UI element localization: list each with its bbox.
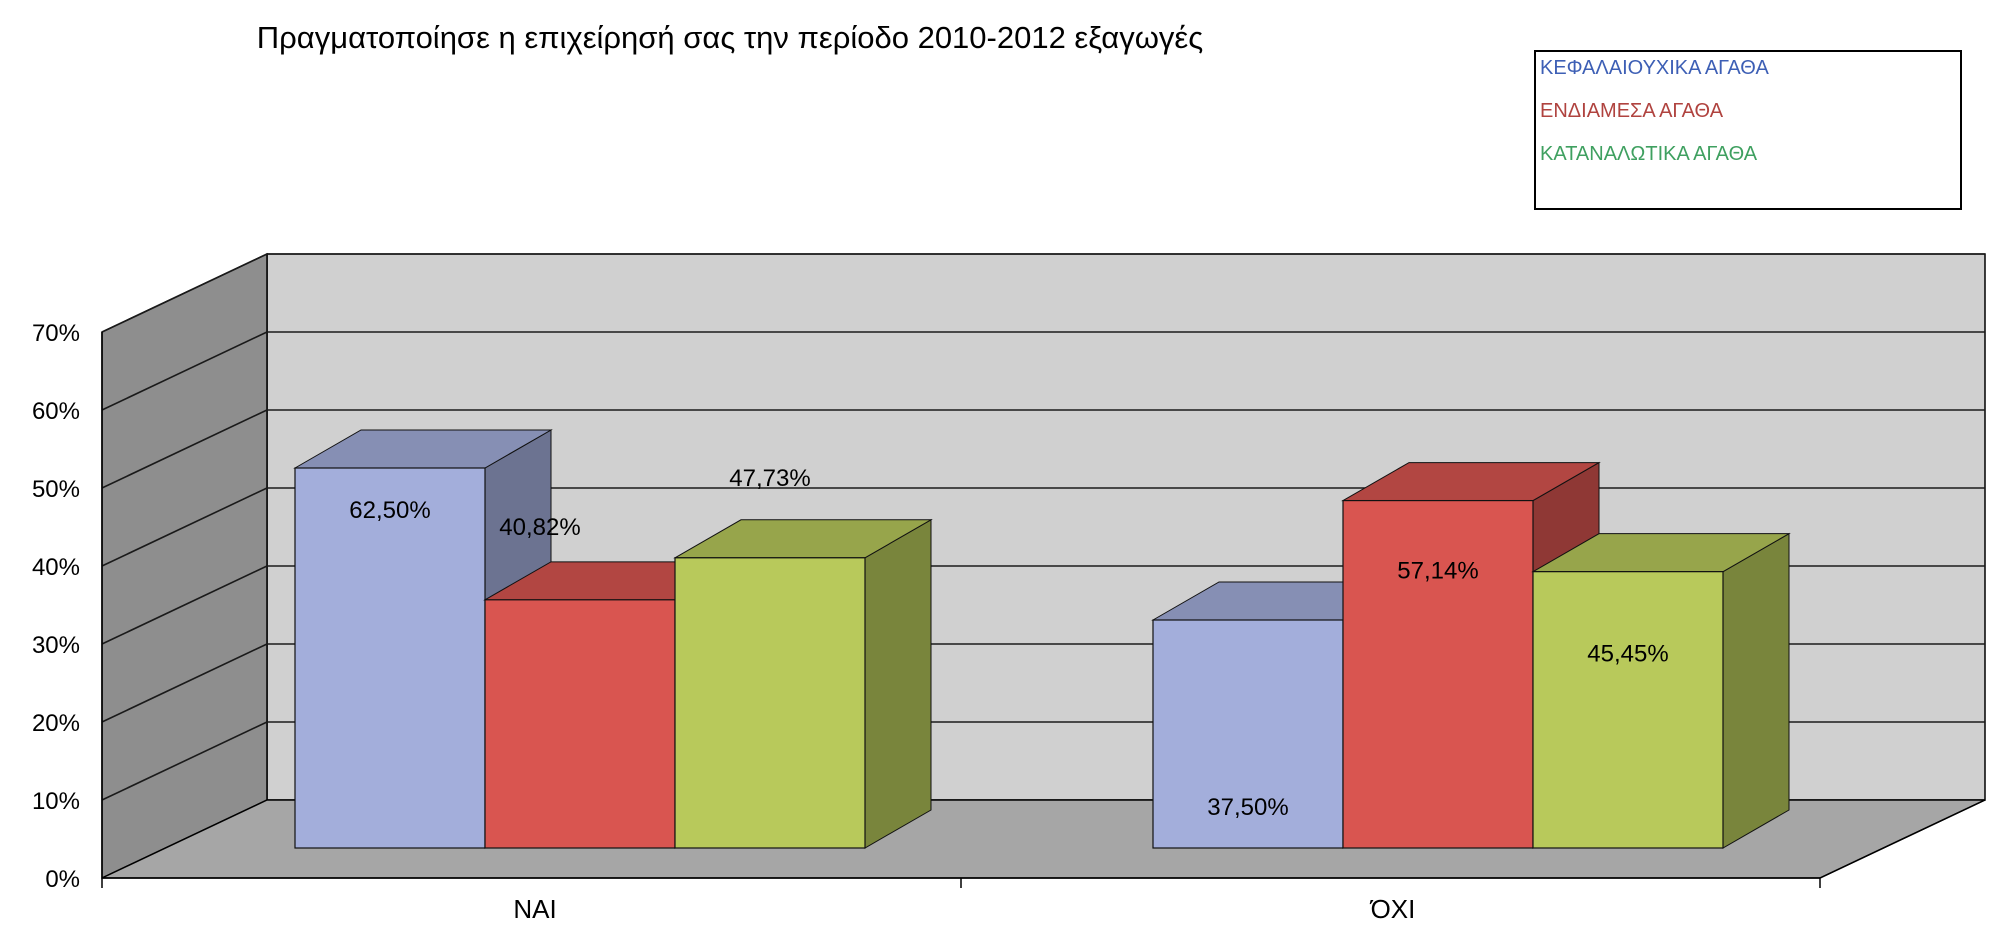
y-tick-label: 60% <box>32 398 80 425</box>
legend-item-label: ΕΝΔΙΑΜΕΣΑ ΑΓΑΘΑ <box>1540 100 1724 122</box>
bar <box>1531 532 1791 849</box>
x-axis-depth-line <box>1819 799 1986 879</box>
data-label: 37,50% <box>1207 794 1288 821</box>
data-label: 47,73% <box>729 465 810 492</box>
grid-line-side <box>101 331 268 411</box>
side-wall <box>101 252 268 880</box>
bar-side <box>864 518 932 849</box>
bar-front <box>1152 619 1344 849</box>
grid-line-side <box>101 565 268 645</box>
y-tick-label: 40% <box>32 554 80 581</box>
legend-item-label: ΚΑΤΑΝΑΛΩΤΙΚΑ ΑΓΑΘΑ <box>1540 143 1758 165</box>
bar-front <box>1532 571 1724 849</box>
data-labels: 62,50% 40,82% 47,73% 37,50% 57,14% 45,45% <box>349 465 1668 821</box>
grid-line-side <box>101 253 268 333</box>
grid-line-side <box>101 721 268 801</box>
grid-line-side <box>101 643 268 723</box>
grid-line-side <box>101 487 268 567</box>
legend-item-label: ΚΕΦΑΛΑΙΟΥΧΙΚΑ ΑΓΑΘΑ <box>1540 57 1769 79</box>
bar-front <box>294 467 486 849</box>
y-tick-label: 50% <box>32 476 80 503</box>
bars <box>293 429 1791 849</box>
y-tick-label: 70% <box>32 320 80 347</box>
x-axis: ΝΑΙ ΌΧΙ <box>101 799 1986 924</box>
legend-box <box>1534 50 1962 210</box>
bar-front <box>674 557 866 849</box>
x-category-label: ΌΧΙ <box>1370 894 1416 924</box>
y-tick-label: 10% <box>32 788 80 815</box>
bar-front <box>484 599 676 849</box>
bar-side <box>1722 532 1790 849</box>
bar <box>673 518 933 849</box>
bar-front <box>1342 499 1534 849</box>
data-label: 45,45% <box>1587 641 1668 668</box>
legend: ΚΕΦΑΛΑΙΟΥΧΙΚΑ ΑΓΑΘΑ ΕΝΔΙΑΜΕΣΑ ΑΓΑΘΑ ΚΑΤΑΝΑ… <box>1534 50 1962 210</box>
y-tick-label: 20% <box>32 710 80 737</box>
chart-title: Πραγματοποίησε η επιχείρησή σας την περί… <box>257 20 1203 55</box>
data-label: 62,50% <box>349 497 430 524</box>
data-label: 40,82% <box>499 514 580 541</box>
y-tick-label: 30% <box>32 632 80 659</box>
data-label: 57,14% <box>1397 558 1478 585</box>
y-axis: 0% 10% 20% 30% 40% 50% 60% 70% <box>32 320 103 893</box>
y-tick-label: 0% <box>45 866 80 893</box>
x-category-label: ΝΑΙ <box>513 894 556 924</box>
grid-line-side <box>101 409 268 489</box>
